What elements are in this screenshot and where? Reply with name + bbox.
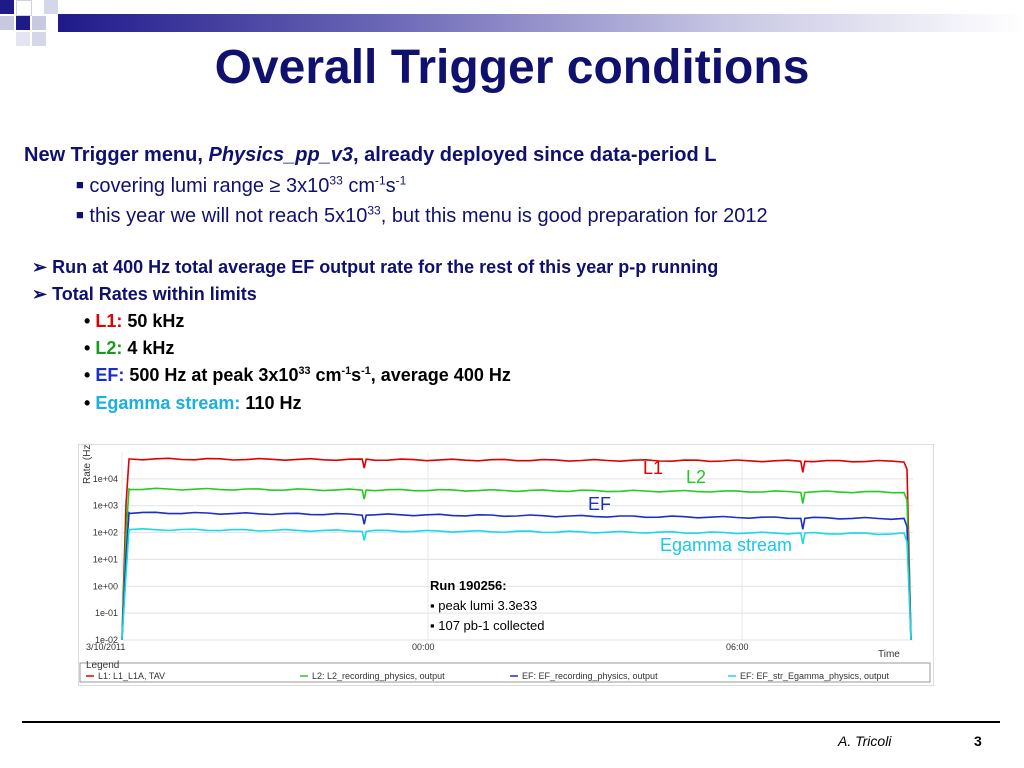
rate-egamma: • Egamma stream: 110 Hz: [84, 393, 301, 414]
rate-value: 500 Hz at peak 3x10: [129, 365, 299, 385]
run-box-item: ▪ peak lumi 3.3e33: [430, 598, 537, 613]
deco-square: [0, 0, 14, 14]
y-tick-label: 1e-02: [95, 635, 118, 645]
legend-entry: EF: EF_recording_physics, output: [522, 671, 658, 681]
y-tick-label: 1e+00: [93, 581, 118, 591]
legend-entry: EF: EF_str_Egamma_physics, output: [740, 671, 890, 681]
legend-entry: L1: L1_L1A, TAV: [98, 671, 165, 681]
deco-square: [32, 32, 46, 46]
bullet-text: covering lumi range ≥ 3x10: [89, 175, 330, 197]
bullet-rest: , but this menu is good preparation for …: [380, 205, 768, 227]
rate-value: 4 kHz: [127, 338, 175, 358]
footer-divider: [22, 721, 1000, 723]
run-box-item-text: 107 pb-1 collected: [438, 618, 544, 633]
gridlines: [121, 452, 913, 641]
chart-frame: [78, 444, 934, 686]
arrow-bullet-icon: ➢: [32, 284, 48, 304]
exponent: -1: [395, 173, 407, 188]
exponent: 33: [298, 365, 311, 377]
rate-l1: • L1: 50 kHz: [84, 311, 184, 332]
y-tick-label: 1e+01: [93, 554, 118, 564]
y-tick-label: 1e+04: [93, 474, 118, 484]
rate-chart: 1e+04 1e+03 1e+02 1e+01 1e+00 1e-01 1e-02 3/10…: [78, 444, 934, 686]
annotation-l2: L2: [686, 467, 706, 487]
rate-label: L1:: [95, 311, 123, 331]
unit: s: [351, 365, 362, 385]
deco-square: [44, 0, 58, 14]
annotation-egamma: Egamma stream: [660, 535, 792, 555]
exponent: -1: [361, 365, 371, 377]
dot-bullet-icon: •: [84, 365, 91, 385]
deco-square: [0, 16, 14, 30]
exponent: -1: [375, 173, 386, 188]
footer-author: A. Tricoli: [838, 733, 892, 749]
rate-value: 110 Hz: [245, 393, 302, 413]
deco-square: [32, 16, 46, 30]
rate-label: Egamma stream:: [95, 393, 241, 413]
rate-label: L2:: [95, 338, 123, 358]
x-axis-label: Time: [878, 649, 900, 660]
run-box-title: Run 190256:: [430, 578, 507, 593]
unit: s: [385, 175, 396, 197]
series-line-3: [121, 527, 912, 641]
exponent: -1: [341, 365, 352, 377]
x-tick-label: 00:00: [412, 642, 435, 652]
deco-square: [16, 0, 32, 16]
menu-name: Physics_pp_v3: [208, 144, 354, 166]
rate-value: 50 kHz: [127, 311, 185, 331]
legend-items: L1: L1_L1A, TAV L2: L2_recording_physics,…: [86, 671, 890, 681]
rate-l2: • L2: 4 kHz: [84, 338, 174, 359]
dot-bullet-icon: •: [84, 338, 91, 358]
point-text: Run at 400 Hz total average EF output ra…: [52, 257, 719, 277]
point-1: ➢ Run at 400 Hz total average EF output …: [32, 257, 718, 278]
point-text: Total Rates within limits: [52, 284, 257, 304]
title-decoration: [0, 0, 1024, 48]
series-layer: [121, 457, 912, 641]
bullet-text: this year we will not reach 5x10: [89, 205, 368, 227]
y-tick-label: 1e+03: [93, 501, 118, 511]
deco-square: [16, 32, 30, 46]
y-tick-label: 1e+02: [93, 528, 118, 538]
intro-tail: , already deployed since data-period L: [353, 144, 717, 166]
exponent: 33: [367, 203, 381, 218]
y-axis-label: Rate (Hz): [82, 444, 93, 484]
intro-line: New Trigger menu, Physics_pp_v3, already…: [24, 144, 716, 167]
y-ticks: 1e+04 1e+03 1e+02 1e+01 1e+00 1e-01 1e-02: [93, 474, 118, 645]
square-bullet-icon: ■: [76, 207, 84, 222]
rate-rest: , average 400 Hz: [370, 365, 511, 385]
legend-frame: [79, 662, 931, 683]
page-title: Overall Trigger conditions: [214, 41, 810, 94]
series-line-0: [121, 457, 912, 641]
page-number: 3: [974, 733, 982, 749]
dot-bullet-icon: •: [84, 393, 91, 413]
series-line-1: [121, 487, 912, 641]
annotation-l1: L1: [643, 458, 663, 478]
arrow-bullet-icon: ➢: [32, 257, 48, 277]
exponent: 33: [329, 173, 343, 188]
annotation-ef: EF: [588, 494, 611, 514]
series-line-2: [121, 511, 912, 641]
x-tick-label: 06:00: [726, 642, 749, 652]
x-ticks: 3/10/2011 00:00 06:00: [86, 642, 749, 652]
dot-bullet-icon: •: [84, 311, 91, 331]
run-box-item: ▪ 107 pb-1 collected: [430, 618, 544, 633]
rate-label: EF:: [95, 365, 125, 385]
point-2: ➢ Total Rates within limits: [32, 284, 257, 305]
deco-square: [16, 16, 30, 30]
x-tick-label: 3/10/2011: [86, 642, 125, 652]
legend-title: Legend: [86, 660, 119, 671]
y-tick-label: 1e-01: [95, 608, 118, 618]
title-gradient-band: [58, 14, 1024, 32]
intro-lead: New Trigger menu,: [24, 144, 203, 166]
unit: cm: [310, 365, 342, 385]
intro-bullet-1: ■ covering lumi range ≥ 3x1033 cm-1s-1: [76, 173, 407, 198]
legend-entry: L2: L2_recording_physics, output: [312, 671, 445, 681]
intro-bullet-2: ■ this year we will not reach 5x1033, bu…: [76, 203, 768, 228]
unit: cm: [342, 175, 375, 197]
square-bullet-icon: ■: [76, 177, 84, 192]
rate-ef: • EF: 500 Hz at peak 3x1033 cm-1s-1, ave…: [84, 365, 511, 386]
run-box-item-text: peak lumi 3.3e33: [438, 598, 537, 613]
